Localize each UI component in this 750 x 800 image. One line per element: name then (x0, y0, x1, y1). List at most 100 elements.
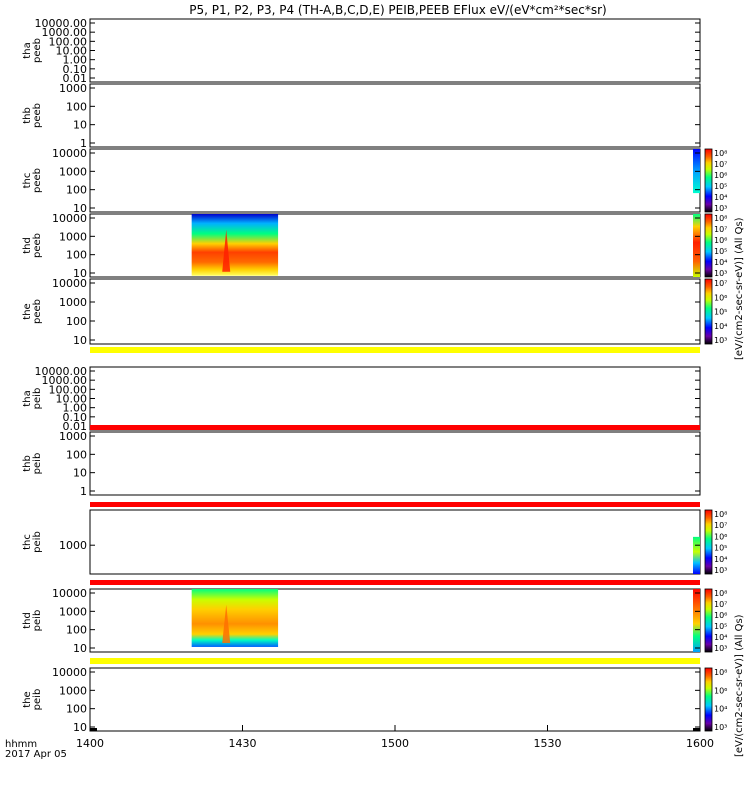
y-tick-label: 0.10 (63, 63, 88, 76)
y-tick-label: 100.00 (49, 383, 88, 396)
colorbar-tick: 10³ (714, 269, 727, 278)
colorbar-tick: 10³ (714, 644, 727, 653)
y-tick-label: 10000.00 (35, 17, 88, 30)
y-label-probe: the (22, 691, 33, 707)
x-tick-label: 1530 (534, 737, 562, 750)
y-label-species: peib (32, 531, 43, 553)
chart-title: P5, P1, P2, P3, P4 (TH-A,B,C,D,E) PEIB,P… (189, 3, 606, 17)
colorbar-tick: 10⁷ (714, 225, 727, 234)
y-tick-label: 10 (73, 642, 87, 655)
y-tick-label: 100 (66, 315, 87, 328)
y-label-probe: thd (22, 237, 33, 254)
y-tick-label: 100 (66, 703, 87, 716)
colorbar-tick: 10³ (714, 566, 727, 575)
colorbar (704, 148, 713, 213)
y-tick-label: 100 (66, 624, 87, 637)
y-tick-label: 10000 (52, 277, 87, 290)
y-label-species: peib (32, 689, 43, 711)
y-tick-label: 10.00 (56, 393, 88, 406)
colorbar-tick: 10⁸ (714, 149, 727, 158)
flux-band (90, 425, 700, 430)
colorbar-tick: 10⁵ (714, 622, 727, 631)
panel-the-peeb: 10000 1000 100 10 the peeb 10⁷ 10⁶ 10⁵ 10⁴ 10³ (22, 277, 727, 347)
colorbar-tick: 10⁷ (714, 600, 727, 609)
colorbar-tick: 10⁴ (714, 258, 727, 267)
colorbar-tick: 10⁵ (714, 247, 727, 256)
flux-band (90, 658, 700, 664)
y-label-species: peeb (32, 299, 43, 324)
y-tick-label: 1000 (59, 684, 87, 697)
y-label-species: peeb (32, 168, 43, 193)
panel-stack: 10000.001000.00100.0010.001.000.100.01th… (22, 17, 727, 750)
spectrogram-block (693, 536, 700, 574)
y-label-species: peib (32, 453, 43, 475)
y-label-probe: tha (22, 390, 33, 406)
y-tick-label: 100 (66, 184, 87, 197)
x-unit-label: hhmm (5, 739, 37, 750)
y-tick-label: 100 (66, 448, 87, 461)
y-axis-label: tha peeb (22, 38, 43, 63)
spectrogram-block (693, 589, 700, 652)
y-tick-label: 10 (73, 467, 87, 480)
y-tick-label: 100 (66, 249, 87, 262)
spectrogram-block (693, 214, 700, 277)
panel-the-peib: 10000 1000 100 10 the peib 10⁸ 10⁶ 10⁴ 10³ (22, 666, 727, 734)
y-tick-label: 1000 (59, 430, 87, 443)
y-axis-label: thb peib (22, 453, 43, 475)
colorbar-tick: 10⁵ (714, 544, 727, 553)
flux-band (90, 347, 700, 353)
y-tick-label: 100 (66, 100, 87, 113)
y-tick-label: 10000 (52, 666, 87, 679)
colorbar (704, 213, 713, 278)
flux-peak (222, 604, 231, 643)
y-label-probe: tha (22, 42, 33, 58)
spectrogram-block (191, 589, 279, 647)
colorbar-tick: 10⁴ (714, 633, 727, 642)
y-tick-label: 0.10 (63, 411, 88, 424)
colorbar-tick: 10³ (714, 723, 727, 732)
flux-band (90, 580, 700, 585)
colorbar-tick: 10⁷ (714, 521, 727, 530)
colorbar-tick: 10⁸ (714, 589, 727, 598)
y-axis-label: thd peib (22, 610, 43, 632)
colorbar-tick: 10⁸ (714, 668, 727, 677)
y-tick-label: 1 (80, 485, 87, 498)
y-tick-label: 100.00 (49, 35, 88, 48)
y-label-probe: thb (22, 107, 33, 124)
y-tick-label: 1 (80, 137, 87, 150)
y-tick-label: 10.00 (56, 45, 88, 58)
flux-peak (222, 229, 231, 272)
y-tick-label: 1000 (59, 82, 87, 95)
flux-band (90, 502, 700, 507)
colorbar-tick: 10⁶ (714, 611, 727, 620)
y-tick-label: 1000.00 (42, 26, 88, 39)
y-label-species: peeb (32, 38, 43, 63)
colorbar (704, 667, 713, 732)
y-tick-label: 1.00 (63, 54, 88, 67)
y-label-species: peib (32, 610, 43, 632)
y-tick-label: 10 (73, 721, 87, 734)
y-tick-label: 1000 (59, 539, 87, 552)
panel-frame (89, 278, 701, 345)
y-label-probe: thc (22, 173, 33, 189)
y-axis-label: the peeb (22, 299, 43, 324)
y-axis-label: tha peib (22, 388, 43, 410)
colorbar-tick: 10⁸ (714, 510, 727, 519)
y-tick-label: 1000 (59, 165, 87, 178)
panel-frame (89, 83, 701, 148)
x-tick-label: 1500 (381, 737, 409, 750)
colorbar-tick: 10⁴ (714, 705, 727, 714)
panel-frame (89, 431, 701, 496)
spectrogram-block (191, 214, 279, 276)
colorbar-tick: 10⁸ (714, 214, 727, 223)
colorbar (704, 278, 713, 345)
colorbar-tick: 10⁶ (714, 532, 727, 541)
colorbar-tick: 10⁵ (714, 182, 727, 191)
colorbar-tick: 10³ (714, 204, 727, 213)
colorbar-tick: 10³ (714, 336, 727, 345)
panel-frame (89, 213, 701, 278)
colorbar-tick: 10⁷ (714, 279, 727, 288)
